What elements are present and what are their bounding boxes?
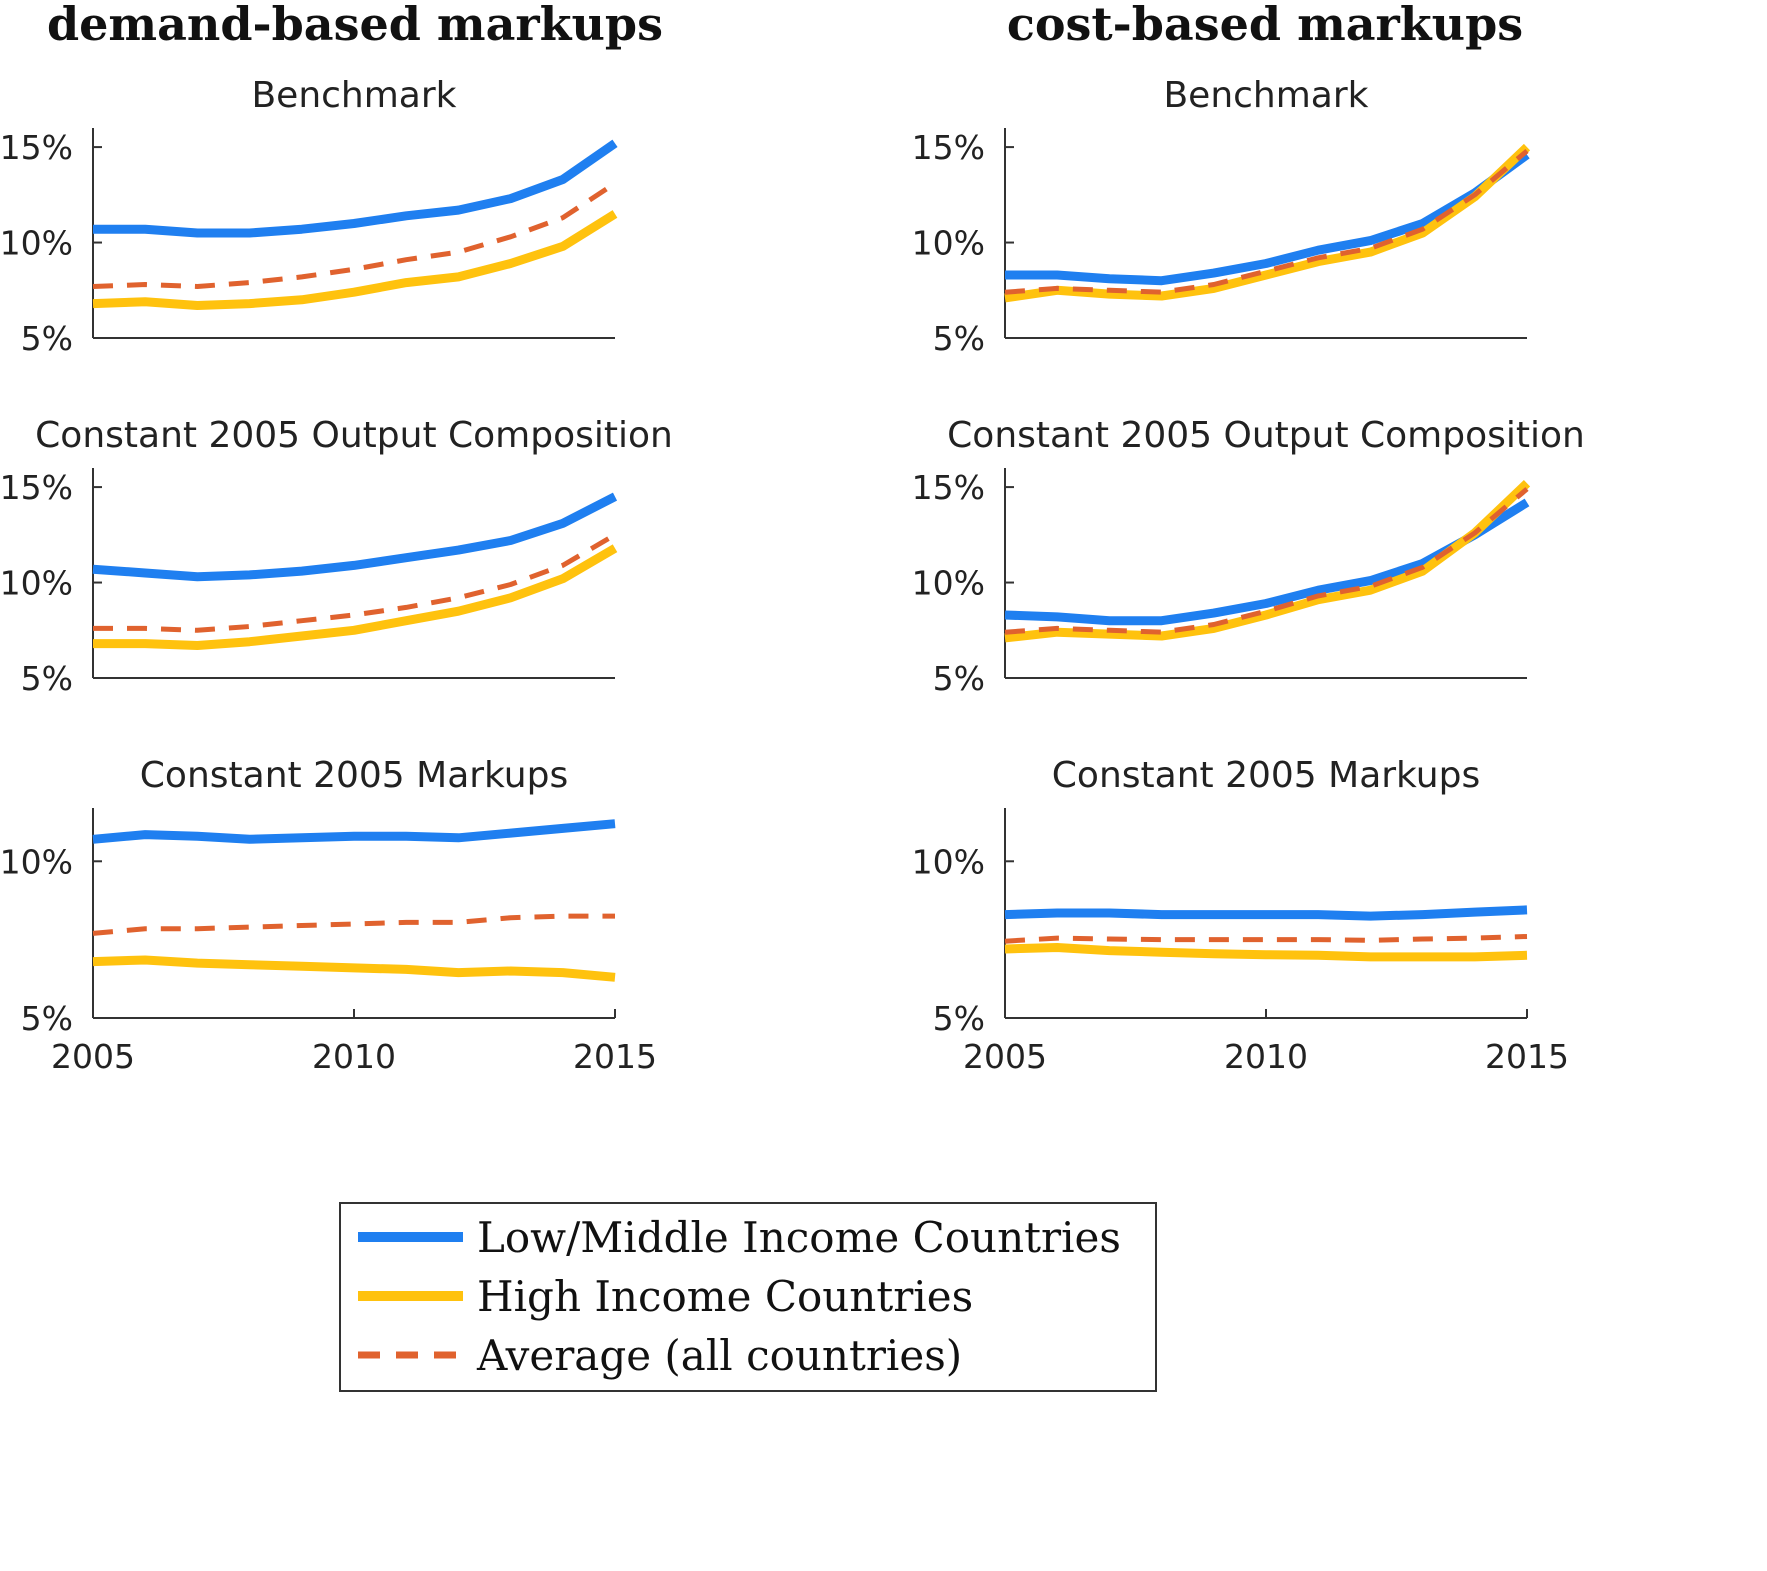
- panel-title: Constant 2005 Markups: [1052, 755, 1480, 796]
- panel-3: Benchmark 5% 10% 15%: [912, 75, 1531, 358]
- x-tick-label: 2015: [1485, 1037, 1569, 1076]
- panel-4: Constant 2005 Output Composition 5% 10% 15%: [912, 415, 1585, 698]
- y-tick-label: 10%: [0, 564, 73, 603]
- series-line-average-all-countries: [93, 532, 617, 633]
- y-tick-label: 10%: [912, 224, 985, 263]
- y-tick-label: 5%: [21, 319, 73, 358]
- series-line-high-income-countries: [92, 210, 618, 310]
- series-line-average-all-countries: [1004, 934, 1528, 944]
- y-tick-label: 10%: [912, 564, 985, 603]
- series-line-low-middle-income-countries: [93, 139, 618, 238]
- series-line-average-all-countries: [1004, 487, 1529, 635]
- y-tick-label: 10%: [0, 842, 73, 881]
- series-line-high-income-countries: [93, 544, 618, 650]
- series-line-low-middle-income-countries: [1004, 498, 1530, 626]
- panel-2: Constant 2005 Markups 5% 10% 2005 2010 2015: [0, 755, 657, 1076]
- series-line-average-all-countries: [1004, 148, 1529, 295]
- panel-0: Benchmark 5% 10% 15%: [0, 75, 618, 358]
- series-line-low-middle-income-countries: [1004, 905, 1528, 921]
- panel-5: Constant 2005 Markups 5% 10% 2005 2010 2015: [912, 755, 1569, 1076]
- y-tick-label: 10%: [0, 224, 73, 263]
- legend-label-low-middle: Low/Middle Income Countries: [477, 1213, 1121, 1262]
- y-tick-label: 15%: [0, 128, 73, 167]
- y-tick-label: 15%: [912, 468, 985, 507]
- y-tick-label: 5%: [933, 659, 985, 698]
- series-line-high-income-countries: [92, 955, 616, 982]
- panel-title: Benchmark: [1163, 75, 1368, 116]
- series-line-high-income-countries: [1004, 143, 1531, 303]
- x-tick-label: 2010: [1224, 1037, 1308, 1076]
- legend-box: [339, 1202, 1157, 1392]
- panel-1: Constant 2005 Output Composition 5% 10% 15%: [0, 415, 673, 698]
- series-line-high-income-countries: [1004, 943, 1528, 962]
- y-tick-label: 5%: [21, 659, 73, 698]
- y-tick-label: 15%: [912, 128, 985, 167]
- x-tick-label: 2005: [51, 1037, 135, 1076]
- x-tick-label: 2005: [963, 1037, 1047, 1076]
- column-title-cost: cost-based markups: [1007, 0, 1523, 51]
- series-line-average-all-countries: [92, 913, 615, 936]
- panel-title: Constant 2005 Markups: [140, 755, 568, 796]
- panel-title: Benchmark: [251, 75, 456, 116]
- legend: Low/Middle Income Countries High Income …: [339, 1202, 1157, 1392]
- y-tick-label: 15%: [0, 468, 73, 507]
- x-tick-label: 2015: [573, 1037, 657, 1076]
- series-line-low-middle-income-countries: [92, 819, 616, 844]
- series-line-low-middle-income-countries: [1005, 151, 1530, 286]
- y-tick-label: 5%: [933, 999, 985, 1038]
- y-tick-label: 5%: [933, 319, 985, 358]
- panel-title: Constant 2005 Output Composition: [35, 415, 673, 456]
- y-tick-label: 5%: [21, 999, 73, 1038]
- panel-title: Constant 2005 Output Composition: [947, 415, 1585, 456]
- column-title-demand: demand-based markups: [47, 0, 663, 51]
- y-tick-label: 10%: [912, 842, 985, 881]
- legend-label-high: High Income Countries: [477, 1272, 973, 1321]
- legend-label-average: Average (all countries): [476, 1331, 962, 1380]
- x-tick-label: 2010: [312, 1037, 396, 1076]
- series-line-low-middle-income-countries: [92, 492, 618, 582]
- series-line-average-all-countries: [92, 181, 617, 289]
